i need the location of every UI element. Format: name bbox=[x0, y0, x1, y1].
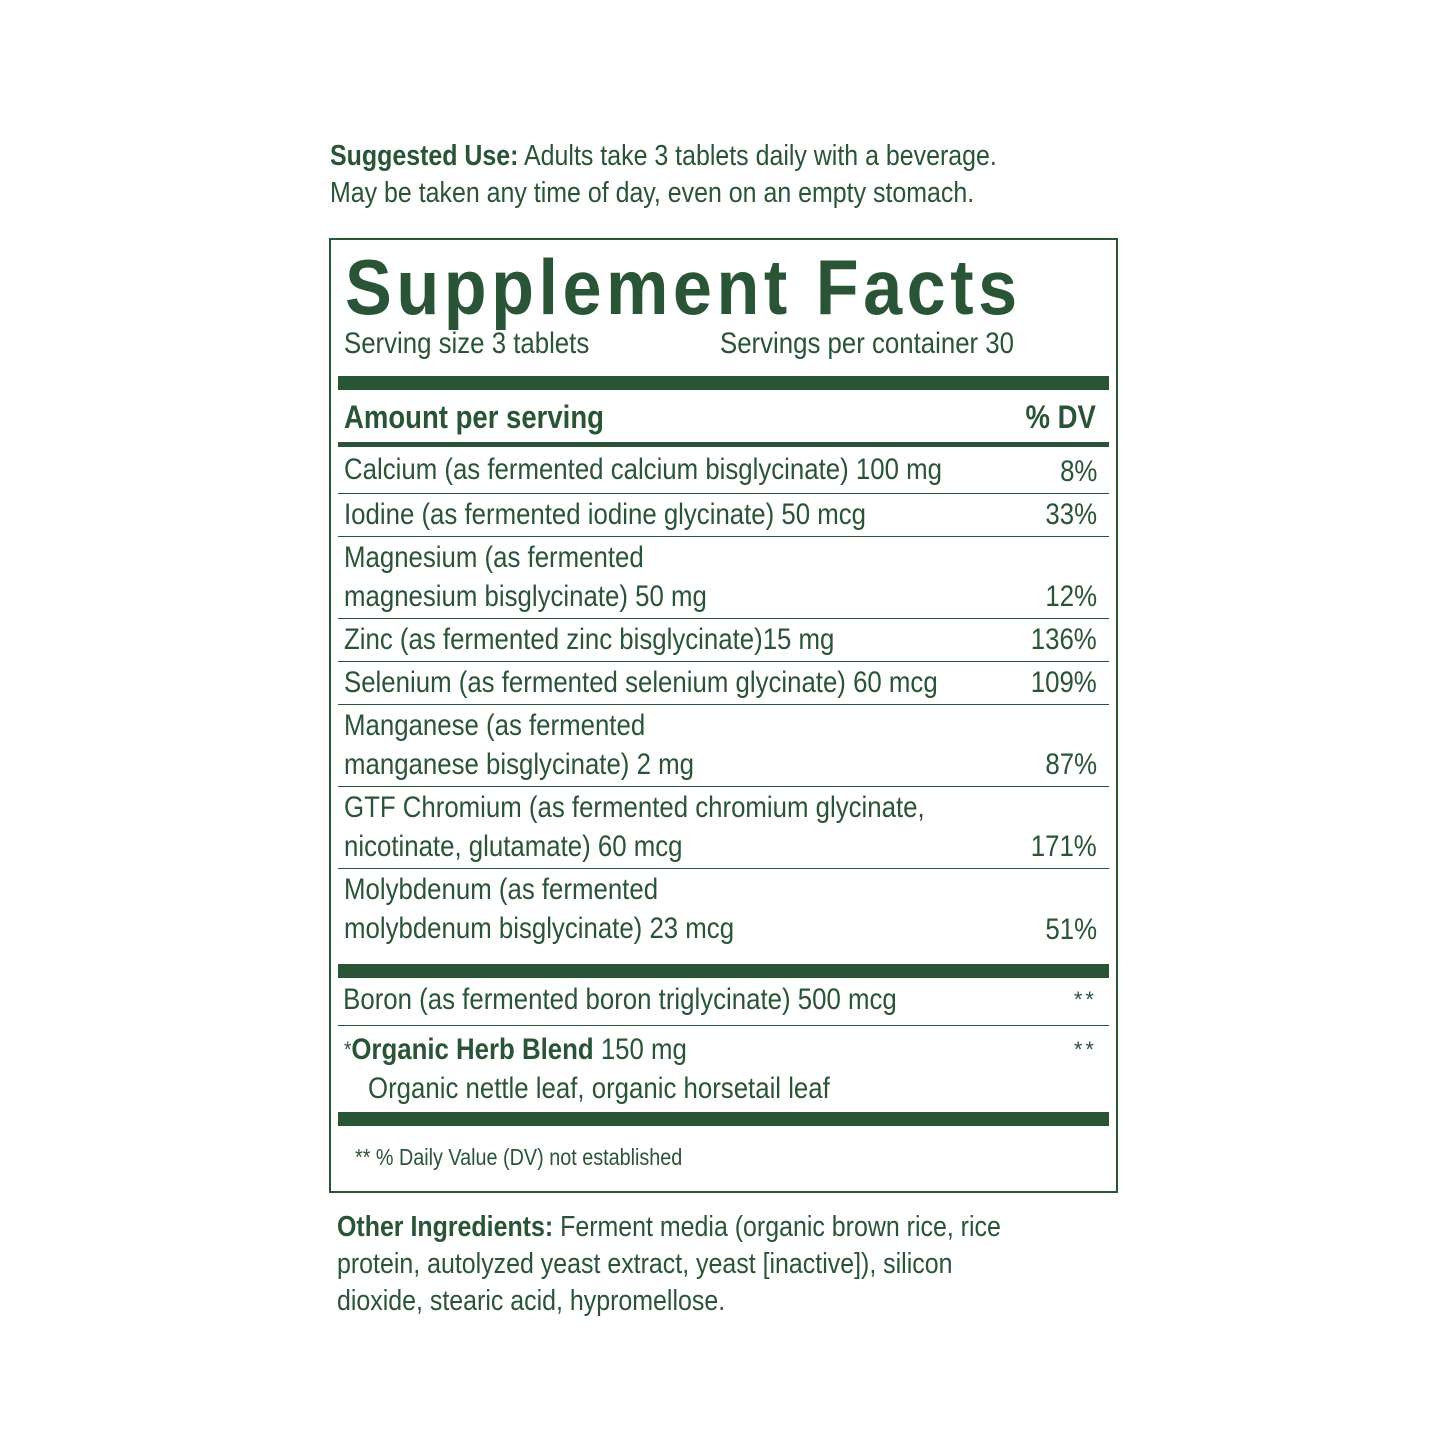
nutrient-row: Magnesium (as fermented magnesium bisglyc… bbox=[338, 537, 1109, 619]
nutrient-dv: 12% bbox=[1045, 580, 1097, 613]
nutrient-name: nicotinate, glutamate) 60 mcg bbox=[344, 830, 683, 863]
herb-ingredients: Organic nettle leaf, organic horsetail l… bbox=[368, 1072, 830, 1105]
panel-title: Supplement Facts bbox=[345, 243, 1022, 331]
divider-thick bbox=[338, 376, 1109, 390]
nutrient-dv: 171% bbox=[1031, 830, 1097, 863]
nutrient-name: GTF Chromium (as fermented chromium glyc… bbox=[344, 791, 925, 824]
suggested-use-text: Adults take 3 tablets daily with a bever… bbox=[524, 140, 997, 172]
nutrient-dv: 8% bbox=[1059, 455, 1097, 488]
supplement-facts-panel: Supplement Facts Serving size 3 tablets … bbox=[329, 238, 1118, 1193]
serving-size: Serving size 3 tablets bbox=[344, 327, 590, 360]
other-ingredients-text-2: protein, autolyzed yeast extract, yeast … bbox=[337, 1248, 953, 1280]
suggested-use-label: Suggested Use: bbox=[330, 140, 519, 172]
other-ingredients-text-3: dioxide, stearic acid, hypromellose. bbox=[337, 1285, 726, 1317]
suggested-use-text-2: May be taken any time of day, even on an… bbox=[330, 177, 975, 209]
table-header: Amount per serving % DV bbox=[344, 394, 1096, 440]
nutrient-dv: 51% bbox=[1045, 913, 1097, 946]
nutrient-name: Magnesium (as fermented bbox=[344, 541, 644, 574]
nutrient-name: Calcium (as fermented calcium bisglycina… bbox=[344, 453, 942, 486]
nutrient-rows: Calcium (as fermented calcium bisglycina… bbox=[338, 447, 1109, 951]
nutrient-dv: ** bbox=[1073, 1037, 1097, 1062]
nutrient-name: Iodine (as fermented iodine glycinate) 5… bbox=[344, 498, 867, 531]
nutrient-name: manganese bisglycinate) 2 mg bbox=[344, 748, 694, 781]
nutrient-dv: 109% bbox=[1031, 666, 1097, 699]
other-nutrients: Boron (as fermented boron triglycinate) … bbox=[338, 980, 1109, 1108]
nutrient-name: Boron (as fermented boron triglycinate) … bbox=[343, 983, 897, 1016]
other-ingredients-text: Ferment media (organic brown rice, rice bbox=[560, 1211, 1001, 1243]
servings-per-container: Servings per container 30 bbox=[720, 327, 1015, 360]
nutrient-dv: ** bbox=[1073, 987, 1097, 1012]
nutrient-name: Zinc (as fermented zinc bisglycinate)15 … bbox=[344, 623, 835, 656]
boron-row: Boron (as fermented boron triglycinate) … bbox=[338, 980, 1109, 1026]
other-ingredients: Other Ingredients: Ferment media (organi… bbox=[337, 1209, 1109, 1320]
nutrient-dv: 33% bbox=[1045, 498, 1097, 531]
suggested-use: Suggested Use: Adults take 3 tablets dai… bbox=[330, 138, 1105, 212]
nutrient-name: Manganese (as fermented bbox=[344, 709, 646, 742]
nutrient-name: Selenium (as fermented selenium glycinat… bbox=[344, 666, 938, 699]
nutrient-row: Zinc (as fermented zinc bisglycinate)15 … bbox=[338, 619, 1109, 662]
herb-blend-row: *Organic Herb Blend 150 mg Organic nettl… bbox=[338, 1026, 1109, 1108]
herb-name: Organic Herb Blend bbox=[351, 1033, 594, 1066]
herb-amount: 150 mg bbox=[600, 1033, 687, 1066]
nutrient-row: Selenium (as fermented selenium glycinat… bbox=[338, 662, 1109, 705]
header-dv: % DV bbox=[1025, 399, 1096, 435]
nutrient-name: magnesium bisglycinate) 50 mg bbox=[344, 580, 707, 613]
nutrient-row: Molybdenum (as fermented molybdenum bisgl… bbox=[338, 869, 1109, 951]
header-amount: Amount per serving bbox=[344, 399, 604, 435]
nutrient-name: molybdenum bisglycinate) 23 mcg bbox=[344, 912, 735, 945]
divider-thick bbox=[338, 964, 1109, 978]
divider-thick bbox=[338, 1112, 1109, 1126]
other-ingredients-label: Other Ingredients: bbox=[337, 1211, 554, 1243]
nutrient-row: GTF Chromium (as fermented chromium glyc… bbox=[338, 787, 1109, 869]
nutrient-dv: 87% bbox=[1045, 748, 1097, 781]
nutrient-row: Iodine (as fermented iodine glycinate) 5… bbox=[338, 494, 1109, 537]
nutrient-row: Manganese (as fermented manganese bisglyc… bbox=[338, 705, 1109, 787]
herb-symbol: * bbox=[344, 1037, 352, 1062]
divider-medium bbox=[338, 442, 1109, 447]
nutrient-name: Molybdenum (as fermented bbox=[344, 873, 659, 906]
nutrient-row: Calcium (as fermented calcium bisglycina… bbox=[338, 447, 1109, 494]
footnote: ** % Daily Value (DV) not established bbox=[355, 1144, 683, 1170]
nutrient-dv: 136% bbox=[1031, 623, 1097, 656]
